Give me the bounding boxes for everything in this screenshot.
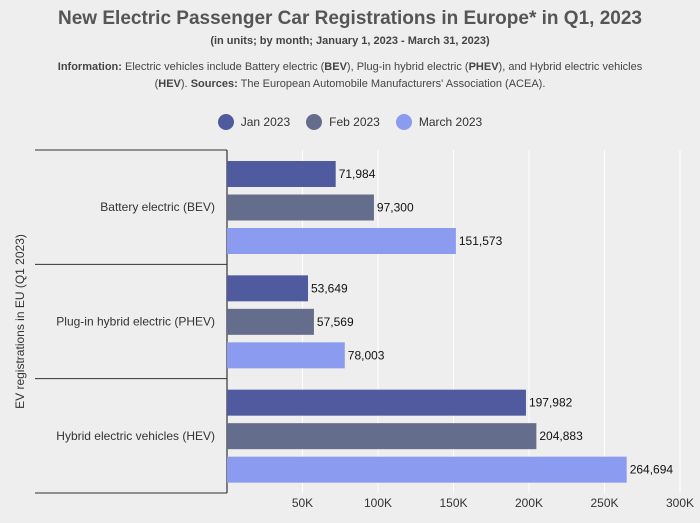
legend-item-feb[interactable]: Feb 2023	[306, 114, 380, 130]
bar-feb-1[interactable]	[227, 308, 314, 335]
chart-legend: Jan 2023 Feb 2023 March 2023	[0, 114, 700, 130]
legend-dot-jan	[217, 114, 234, 130]
category-label-1: Plug-in hybrid electric (PHEV)	[56, 315, 215, 329]
chart-subtitle: (in units; by month; January 1, 2023 - M…	[210, 35, 490, 47]
x-tick-label-2: 150K	[439, 496, 467, 510]
x-tick-label-0: 50K	[292, 496, 313, 510]
x-tick-label-4: 250K	[590, 496, 618, 510]
info-text-1: Electric vehicles include Battery electr…	[125, 61, 325, 73]
legend-dot-mar	[395, 114, 412, 130]
bar-feb-2[interactable]	[227, 423, 537, 450]
category-label-0: Battery electric (BEV)	[100, 200, 215, 214]
info-text-2: ), Plug-in hybrid electric (	[346, 61, 469, 73]
legend-label-jan: Jan 2023	[240, 115, 291, 129]
legend-label-mar: March 2023	[418, 115, 483, 129]
data-label-jan-0: 71,984	[339, 167, 376, 181]
info-hev: HEV	[158, 78, 181, 90]
legend-item-mar[interactable]: March 2023	[395, 114, 483, 130]
bar-jan-1[interactable]	[227, 275, 309, 302]
data-label-mar-0: 151,573	[459, 234, 503, 248]
x-tick-label-5: 300K	[666, 496, 694, 510]
legend-item-jan[interactable]: Jan 2023	[217, 114, 291, 130]
bar-mar-1[interactable]	[227, 342, 345, 369]
data-label-feb-0: 97,300	[377, 201, 414, 215]
info-text-4: ).	[180, 78, 188, 90]
data-label-mar-1: 78,003	[348, 348, 385, 362]
x-tick-label-3: 200K	[515, 496, 543, 510]
bar-jan-2[interactable]	[227, 389, 526, 416]
data-label-feb-1: 57,569	[317, 315, 354, 329]
info-text-3: ), and Hybrid electric vehicles (	[154, 61, 643, 90]
data-label-jan-1: 53,649	[311, 281, 348, 295]
chart-title: New Electric Passenger Car Registrations…	[58, 8, 642, 29]
data-label-feb-2: 204,883	[539, 429, 583, 443]
info-label: Information:	[57, 61, 122, 73]
info-phev: PHEV	[468, 61, 499, 73]
info-bev: BEV	[324, 61, 347, 73]
category-label-2: Hybrid electric vehicles (HEV)	[56, 429, 215, 443]
sources-label: Sources:	[190, 78, 238, 90]
bar-feb-0[interactable]	[227, 194, 374, 221]
bar-mar-0[interactable]	[227, 228, 456, 254]
legend-dot-feb	[306, 114, 323, 130]
y-axis-title: EV registrations in EU (Q1 2023)	[13, 234, 27, 409]
chart-info: Information: Electric vehicles include B…	[40, 59, 660, 93]
legend-label-feb: Feb 2023	[329, 115, 380, 129]
bar-mar-2[interactable]	[227, 456, 627, 483]
bar-jan-0[interactable]	[227, 161, 336, 187]
data-label-jan-2: 197,982	[529, 396, 573, 410]
data-label-mar-2: 264,694	[630, 463, 674, 477]
x-tick-label-1: 100K	[364, 496, 392, 510]
sources-text: The European Automobile Manufacturers' A…	[240, 78, 546, 90]
